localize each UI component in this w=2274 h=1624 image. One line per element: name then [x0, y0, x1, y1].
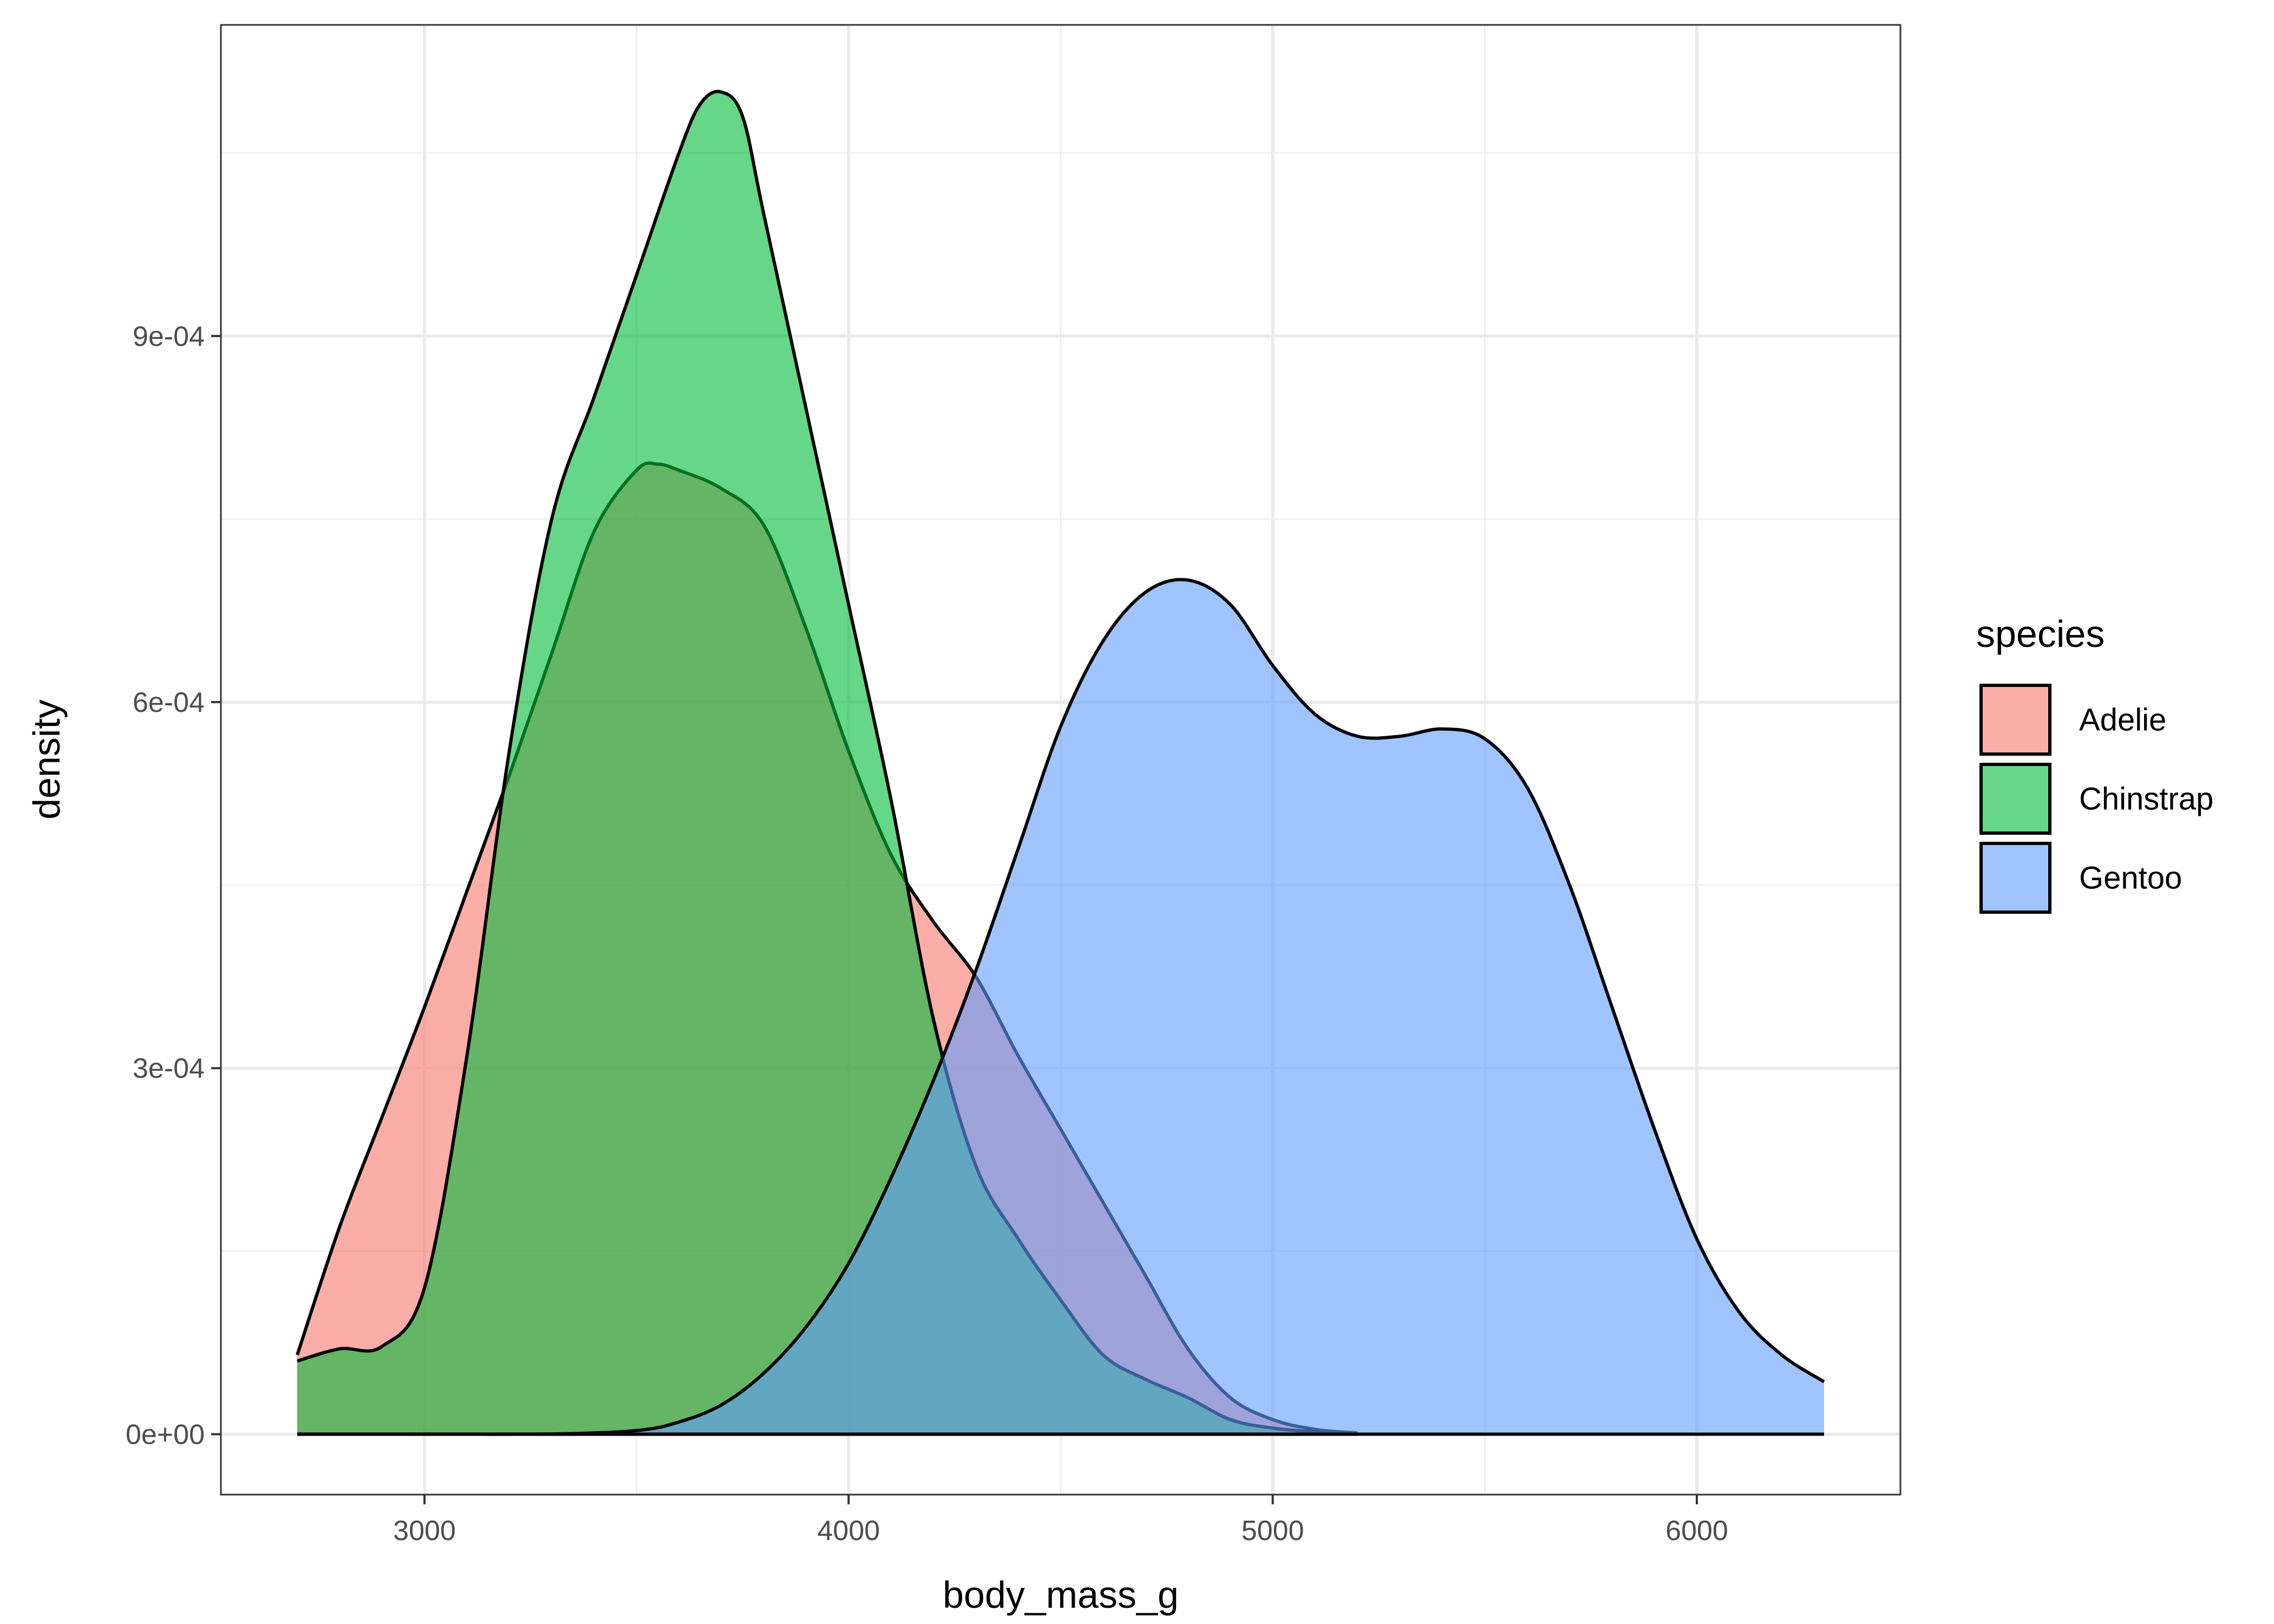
density-area-gentoo [297, 579, 1824, 1435]
density-line-gentoo [297, 578, 1825, 1436]
legend: species Adelie Chinstrap Gentoo [1976, 613, 2213, 914]
y-axis-title: density [25, 699, 68, 820]
legend-label-adelie: Adelie [2079, 703, 2166, 738]
legend-key-adelie [1979, 684, 2051, 756]
legend-title: species [1976, 613, 2105, 655]
y-tick-label: 0e+00 [126, 1419, 205, 1450]
y-tick-label: 3e-04 [133, 1053, 205, 1084]
density-area-chinstrap [297, 91, 1358, 1435]
x-tick-label: 4000 [817, 1515, 880, 1547]
x-tick-label: 3000 [393, 1515, 456, 1547]
legend-label-gentoo: Gentoo [2079, 861, 2182, 896]
plot-panel [220, 24, 1901, 1496]
legend-items: Adelie Chinstrap Gentoo [1979, 683, 2213, 914]
legend-key-gentoo [1979, 842, 2051, 914]
legend-label-chinstrap: Chinstrap [2079, 782, 2213, 817]
series-layer [296, 90, 1825, 1436]
x-tick-label: 5000 [1241, 1515, 1304, 1547]
y-tick-label: 9e-04 [133, 321, 205, 352]
panel-border [220, 24, 1901, 1496]
y-axis: 0e+00 3e-04 6e-04 9e-04 [126, 321, 221, 1450]
legend-key-chinstrap [1979, 763, 2051, 835]
x-axis-title: body_mass_g [943, 1574, 1179, 1616]
y-tick-label: 6e-04 [133, 687, 205, 718]
x-axis: 3000 4000 5000 6000 [393, 1495, 1728, 1547]
x-tick-label: 6000 [1665, 1515, 1728, 1547]
